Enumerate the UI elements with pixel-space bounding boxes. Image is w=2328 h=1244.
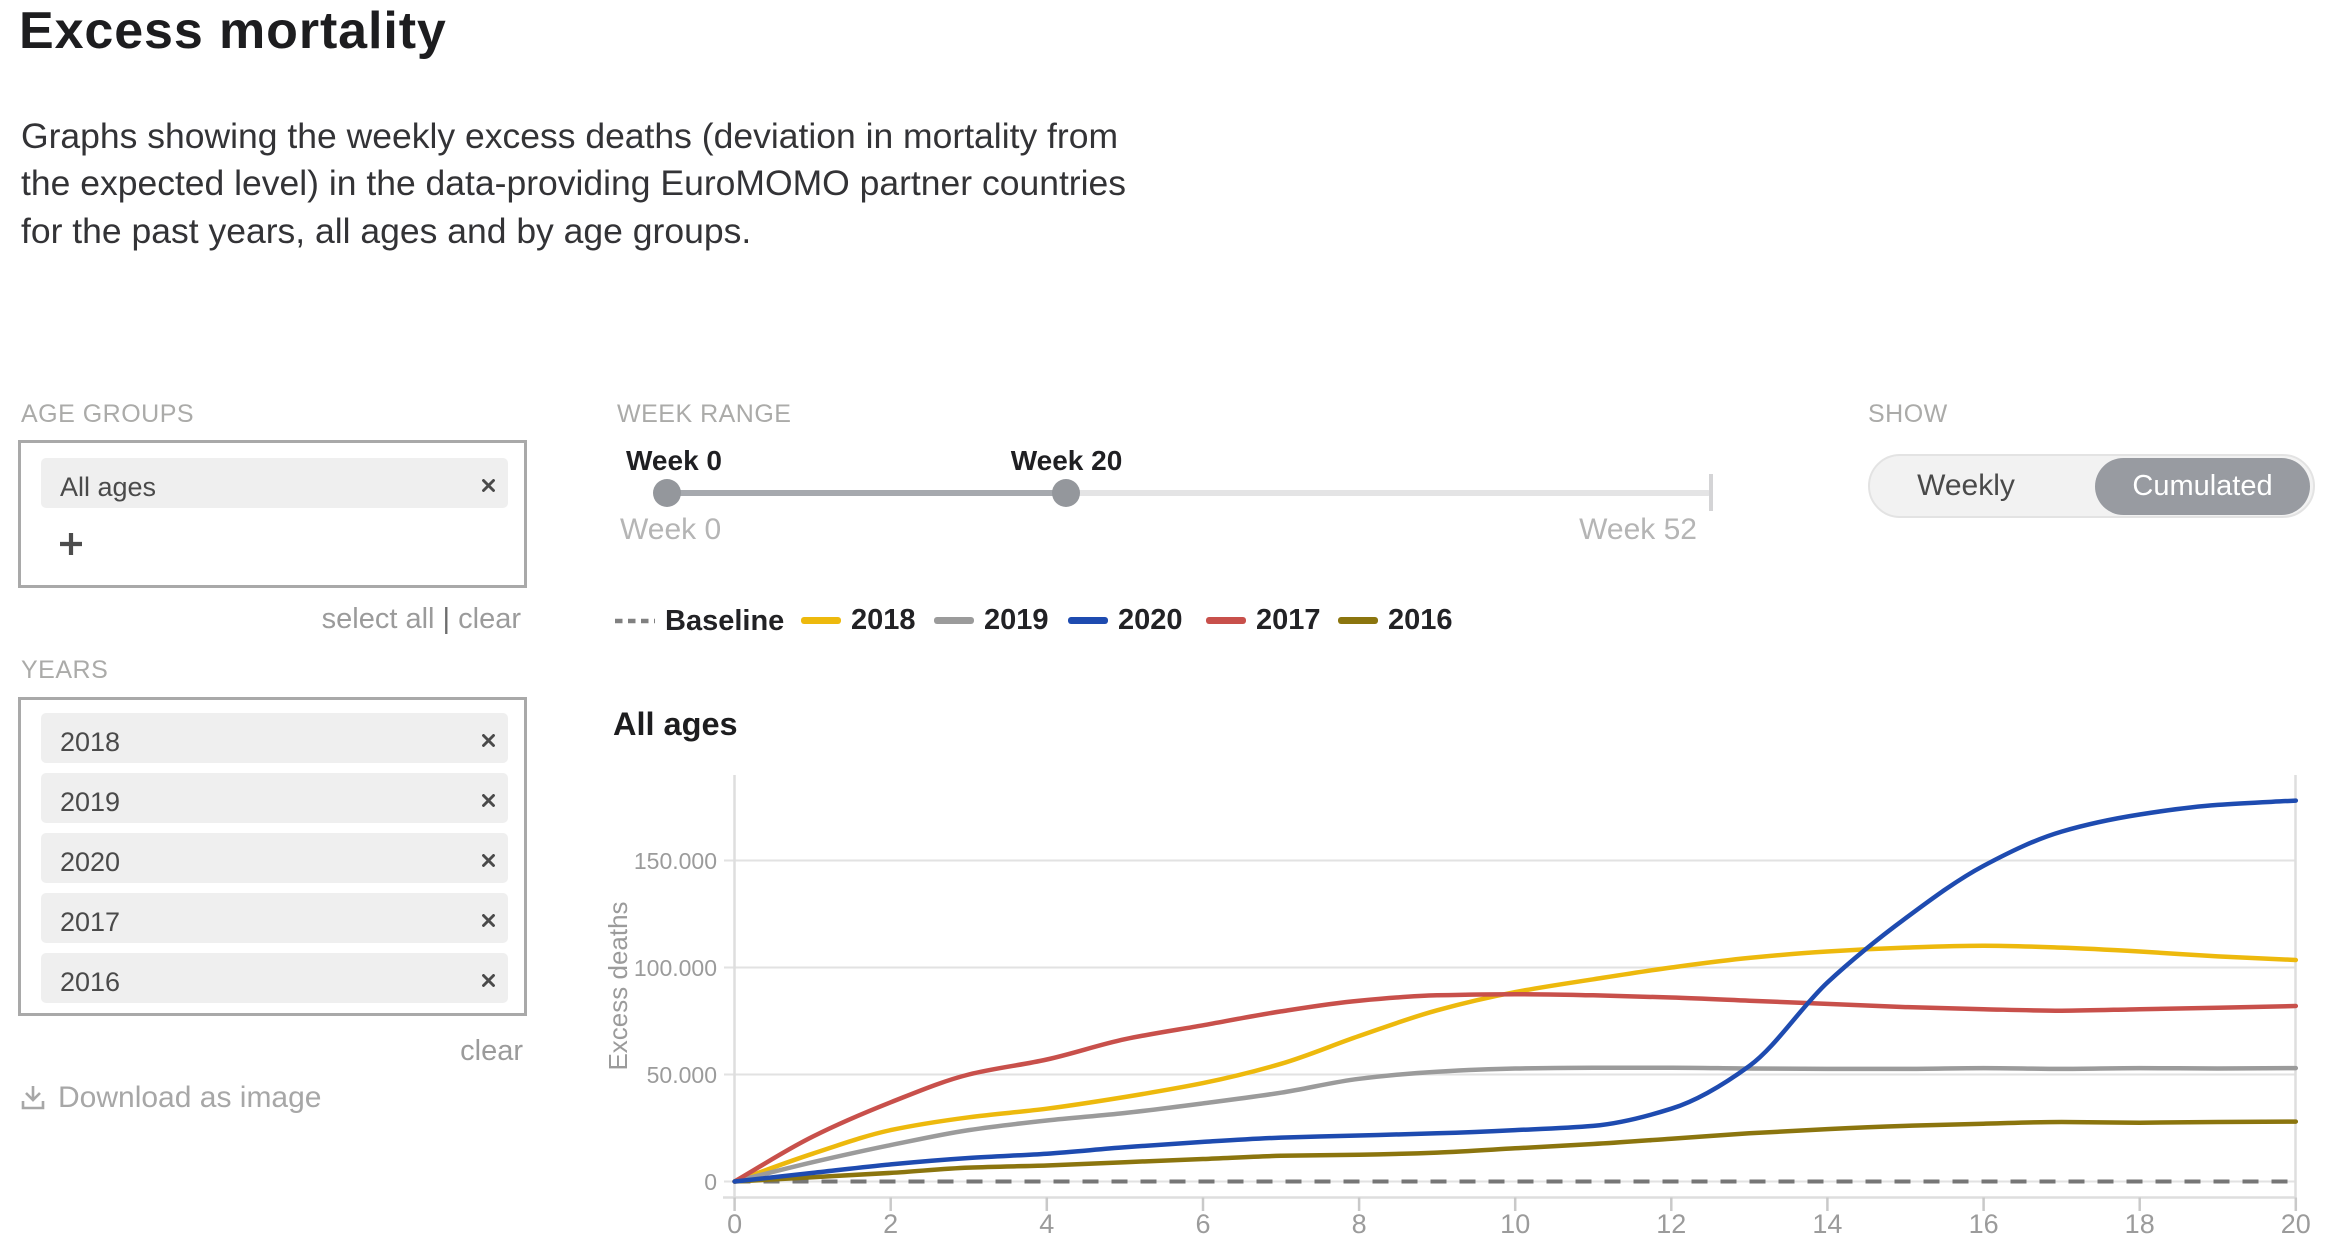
- svg-text:16: 16: [1969, 1209, 1999, 1239]
- svg-text:12: 12: [1656, 1209, 1686, 1239]
- svg-text:150.000: 150.000: [634, 848, 717, 874]
- svg-text:0: 0: [704, 1169, 717, 1195]
- svg-text:20: 20: [2281, 1209, 2311, 1239]
- svg-text:18: 18: [2125, 1209, 2155, 1239]
- svg-text:6: 6: [1195, 1209, 1210, 1239]
- svg-text:100.000: 100.000: [634, 955, 717, 981]
- svg-text:8: 8: [1352, 1209, 1367, 1239]
- svg-text:50.000: 50.000: [647, 1062, 717, 1088]
- svg-text:14: 14: [1812, 1209, 1842, 1239]
- svg-text:4: 4: [1039, 1209, 1054, 1239]
- svg-text:Excess deaths: Excess deaths: [603, 901, 633, 1070]
- svg-text:0: 0: [727, 1209, 742, 1239]
- svg-text:10: 10: [1500, 1209, 1530, 1239]
- svg-text:2: 2: [883, 1209, 898, 1239]
